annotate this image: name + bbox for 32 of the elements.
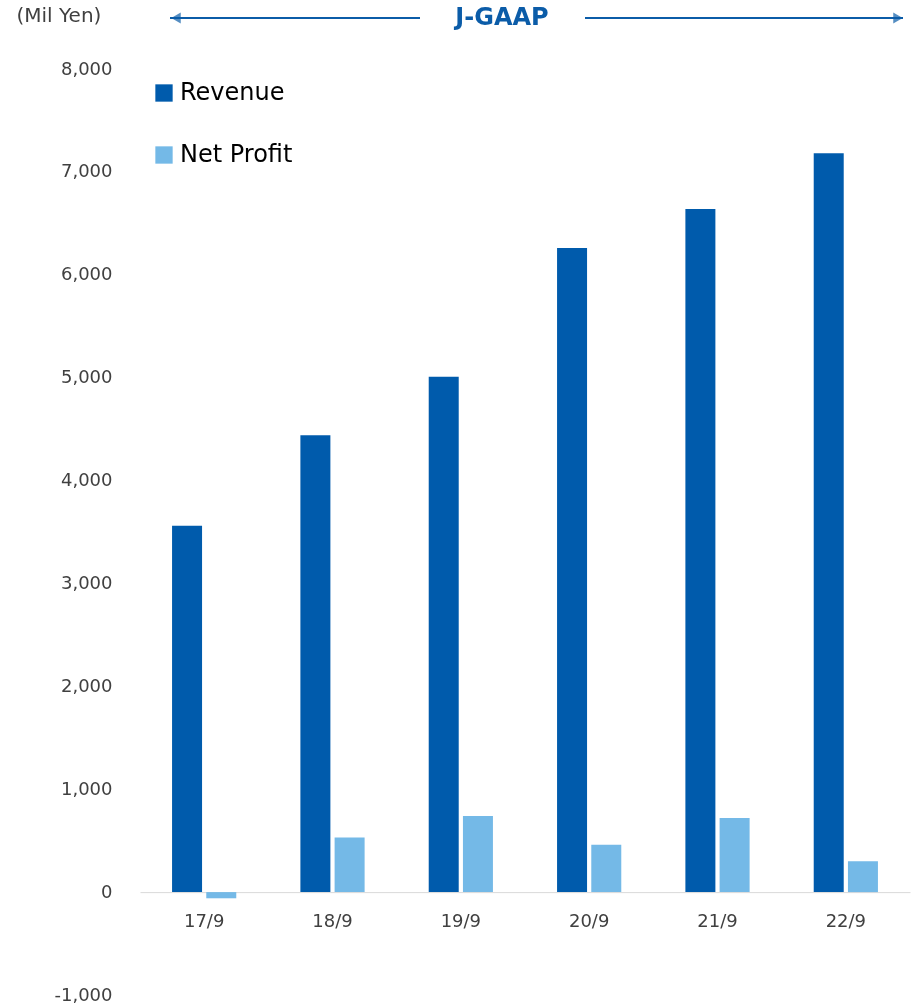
bar	[591, 844, 622, 893]
y-tick-label: 1,000	[60, 777, 113, 799]
bar	[334, 837, 365, 893]
bar	[813, 153, 844, 893]
y-tick-label: 6,000	[60, 263, 113, 285]
bar	[428, 376, 459, 893]
bar	[300, 435, 331, 893]
bar	[557, 248, 588, 893]
x-tick-label: 21/9	[697, 909, 738, 931]
x-tick-label: 17/9	[183, 909, 225, 931]
text: J-GAAP	[453, 3, 549, 31]
y-tick-label: 2,000	[60, 674, 113, 696]
bar	[462, 815, 493, 893]
y-tick-label: 3,000	[60, 571, 113, 593]
x-tick-label: 19/9	[440, 909, 482, 931]
x-tick-label: 18/9	[312, 909, 353, 931]
x-tick-label: 22/9	[825, 909, 867, 931]
y-tick-label: -1,000	[54, 983, 113, 1005]
bar	[172, 525, 203, 893]
y-tick-label: 7,000	[60, 160, 113, 182]
bar	[685, 208, 716, 893]
y-axis-title: (Mil Yen)	[16, 2, 102, 27]
y-tick-label: 8,000	[60, 57, 113, 79]
y-tick-label: 0	[101, 880, 113, 902]
y-tick-label: 4,000	[60, 469, 113, 491]
bar	[206, 892, 237, 899]
legend-label: Net Profit	[180, 140, 293, 168]
bar	[847, 861, 878, 893]
legend-label: Revenue	[180, 78, 285, 106]
x-tick-label: 20/9	[568, 909, 610, 931]
bar	[719, 818, 750, 893]
y-tick-label: 5,000	[60, 366, 113, 388]
